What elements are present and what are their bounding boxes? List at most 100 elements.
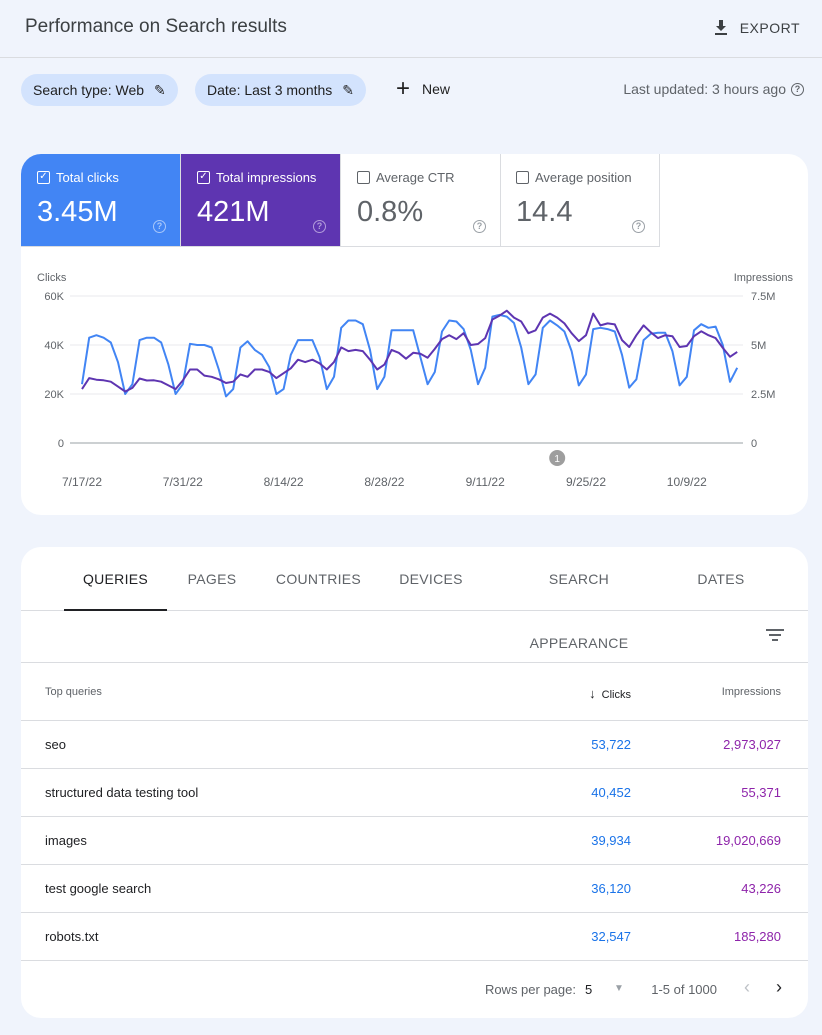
table-row[interactable]: structured data testing tool 40,452 55,371 — [21, 769, 808, 817]
table-row[interactable]: images 39,934 19,020,669 — [21, 817, 808, 865]
checkbox-checked-icon[interactable]: ✓ — [197, 171, 210, 184]
clicks-cell: 53,722 — [591, 737, 631, 752]
impressions-cell: 19,020,669 — [715, 833, 781, 848]
rows-per-page-select[interactable]: 5 ▼ — [585, 975, 625, 1003]
metric-label: Average CTR — [376, 170, 455, 185]
metric-value: 0.8% — [357, 196, 424, 228]
x-tick-label: 9/25/22 — [566, 475, 606, 489]
impressions-cell: 185,280 — [734, 929, 781, 944]
impressions-cell: 55,371 — [741, 785, 781, 800]
left-tick-label: 60K — [44, 291, 64, 303]
checkbox-unchecked-icon[interactable] — [516, 171, 529, 184]
table-row[interactable]: test google search 36,120 43,226 — [21, 865, 808, 913]
metric-label: Total clicks — [56, 170, 119, 185]
impressions-cell: 43,226 — [741, 881, 781, 896]
next-page-icon[interactable]: › — [776, 977, 782, 997]
metric-label: Total impressions — [216, 170, 317, 185]
x-tick-label: 9/11/22 — [466, 475, 505, 489]
help-icon[interactable]: ? — [632, 220, 645, 233]
query-cell: seo — [45, 737, 66, 752]
filter-list-icon[interactable] — [766, 628, 784, 642]
left-tick-label: 40K — [44, 340, 64, 352]
table-row[interactable]: seo 53,722 2,973,027 — [21, 721, 808, 769]
table-tabs: QUERIES PAGES COUNTRIES DEVICES SEARCH A… — [21, 547, 808, 651]
tab-dates[interactable]: DATES — [697, 571, 745, 587]
left-tick-label: 0 — [58, 438, 64, 450]
download-icon — [714, 20, 727, 35]
rows-per-page-label: Rows per page: — [484, 982, 576, 997]
x-tick-label: 7/31/22 — [163, 475, 203, 489]
tab-devices[interactable]: DEVICES — [399, 571, 463, 587]
help-icon[interactable]: ? — [473, 220, 486, 233]
right-tick-label: 5M — [751, 340, 766, 352]
table-header-row: Top queries ↓ Clicks Impressions — [21, 663, 808, 721]
new-label: New — [422, 81, 451, 97]
impressions-cell: 2,973,027 — [723, 737, 781, 752]
pencil-icon: ✎ — [342, 81, 355, 98]
table-row[interactable]: robots.txt 32,547 185,280 — [21, 913, 808, 961]
new-filter-button[interactable]: + New — [396, 77, 451, 101]
tab-pages[interactable]: PAGES — [187, 571, 237, 587]
last-updated: Last updated: 3 hours ago ? — [623, 81, 804, 97]
clicks-header-label: Clicks — [601, 689, 631, 701]
tab-queries[interactable]: QUERIES — [64, 547, 167, 611]
metric-average-position[interactable]: Average position 14.4 ? — [500, 154, 660, 247]
checkbox-checked-icon[interactable]: ✓ — [37, 171, 50, 184]
performance-chart-card: ✓ Total clicks 3.45M ? ✓ Total impressions… — [21, 154, 808, 515]
tab-countries[interactable]: COUNTRIES — [275, 571, 362, 587]
pencil-icon: ✎ — [154, 81, 166, 98]
column-header-clicks[interactable]: ↓ Clicks — [589, 686, 631, 701]
query-cell: robots.txt — [45, 929, 99, 944]
page-title: Performance on Search results — [25, 16, 287, 37]
right-axis-label: Impressions — [733, 272, 793, 284]
metric-value: 3.45M — [37, 196, 118, 228]
chip-label: Date: Last 3 months — [207, 82, 333, 98]
clicks-cell: 40,452 — [591, 785, 631, 800]
x-tick-label: 7/17/22 — [62, 475, 102, 489]
arrow-down-icon: ↓ — [589, 686, 596, 701]
clicks-cell: 39,934 — [591, 833, 631, 848]
column-header-query[interactable]: Top queries — [45, 686, 102, 698]
clicks-cell: 36,120 — [591, 881, 631, 896]
pagination-range: 1-5 of 1000 — [651, 982, 717, 997]
query-cell: images — [45, 833, 87, 848]
export-button[interactable]: EXPORT — [712, 19, 800, 37]
query-cell: structured data testing tool — [45, 785, 199, 800]
metric-total-impressions[interactable]: ✓ Total impressions 421M ? — [181, 154, 341, 247]
tab-search-appearance[interactable]: SEARCH APPEARANCE — [529, 571, 629, 651]
clicks-series-line — [81, 313, 739, 398]
search-type-chip[interactable]: Search type: Web ✎ — [21, 74, 178, 106]
annotation-marker[interactable] — [549, 450, 566, 466]
date-chip[interactable]: Date: Last 3 months ✎ — [195, 74, 367, 106]
right-tick-label: 7.5M — [751, 291, 775, 303]
annotation-label: 1 — [554, 454, 560, 465]
right-tick-label: 0 — [751, 438, 757, 450]
impressions-series-line — [81, 309, 738, 393]
help-icon[interactable]: ? — [153, 220, 166, 233]
last-updated-text: Last updated: 3 hours ago — [623, 81, 786, 97]
metric-average-ctr[interactable]: Average CTR 0.8% ? — [341, 154, 501, 247]
previous-page-icon[interactable]: ‹ — [744, 977, 750, 997]
column-header-impressions[interactable]: Impressions — [721, 686, 781, 698]
clicks-cell: 32,547 — [591, 929, 631, 944]
metric-value: 14.4 — [516, 196, 573, 228]
x-tick-label: 8/28/22 — [364, 475, 404, 489]
query-cell: test google search — [45, 881, 152, 896]
rows-per-page-value: 5 — [585, 982, 593, 997]
page-header: Performance on Search results EXPORT — [0, 0, 822, 58]
checkbox-unchecked-icon[interactable] — [357, 171, 370, 184]
queries-table-card: QUERIES PAGES COUNTRIES DEVICES SEARCH A… — [21, 547, 808, 1018]
filter-bar — [21, 611, 808, 663]
x-tick-label: 8/14/22 — [264, 475, 304, 489]
right-tick-label: 2.5M — [751, 389, 775, 401]
metric-total-clicks[interactable]: ✓ Total clicks 3.45M ? — [21, 154, 181, 247]
metric-value: 421M — [197, 196, 270, 228]
export-label: EXPORT — [739, 20, 800, 36]
x-tick-label: 10/9/22 — [667, 475, 707, 489]
dropdown-arrow-icon: ▼ — [614, 983, 624, 994]
left-tick-label: 20K — [44, 389, 64, 401]
help-icon[interactable]: ? — [791, 82, 804, 96]
left-axis-label: Clicks — [37, 272, 67, 284]
performance-chart[interactable]: 0 0 20K 2.5M 40K 5M 60K 7.5M 7/17/22 7/31/22 8/14/… — [21, 248, 808, 515]
help-icon[interactable]: ? — [313, 220, 326, 233]
